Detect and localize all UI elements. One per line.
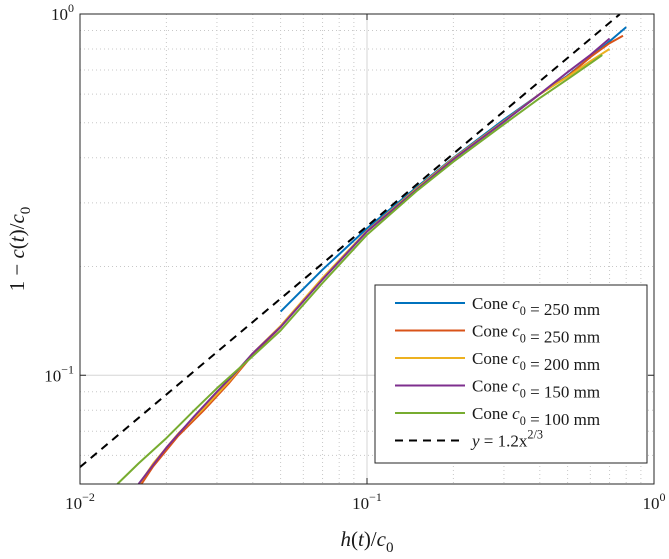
y-tick-label: 10−1 — [44, 362, 74, 385]
x-tick-label: 10−2 — [65, 490, 95, 513]
series-line-4 — [137, 37, 611, 484]
y-axis-label: 1 − c(t)/c0 — [5, 207, 34, 292]
x-tick-label: 10−1 — [352, 490, 382, 513]
legend-label: Cone c0 = 200 mm — [472, 349, 600, 374]
legend-label: Cone c0 = 250 mm — [472, 322, 600, 347]
legend-label: Cone c0 = 250 mm — [472, 294, 600, 319]
legend-label: Cone c0 = 150 mm — [472, 377, 600, 402]
series-line-5 — [116, 54, 603, 484]
tick-labels: 10−2 10−1 100 10−1 100 — [44, 1, 665, 513]
series-line-6 — [80, 14, 621, 468]
y-tick-label: 100 — [51, 1, 74, 24]
legend-label: y = 1.2x2/3 — [470, 428, 543, 451]
x-tick-label: 100 — [643, 490, 666, 513]
x-axis-label: h(t)/c0 — [340, 527, 393, 556]
series-lines — [80, 14, 627, 484]
legend-label: Cone c0 = 100 mm — [472, 404, 600, 429]
legend-box — [374, 284, 648, 464]
axis-ticks — [79, 13, 655, 484]
